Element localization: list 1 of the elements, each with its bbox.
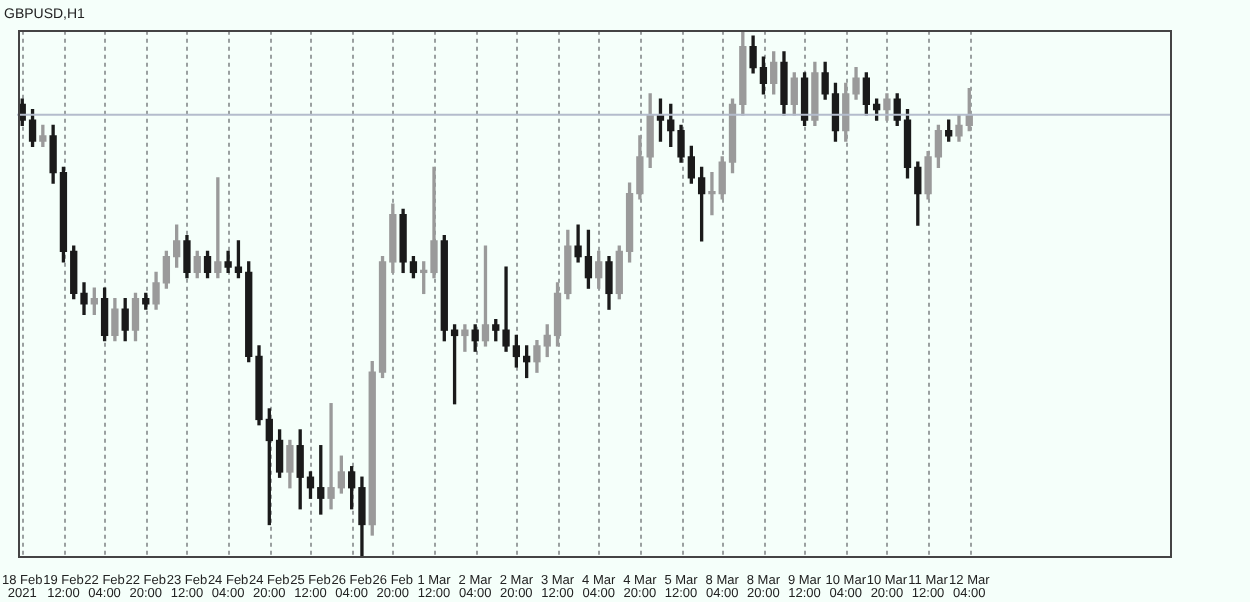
candlestick [461,324,469,352]
